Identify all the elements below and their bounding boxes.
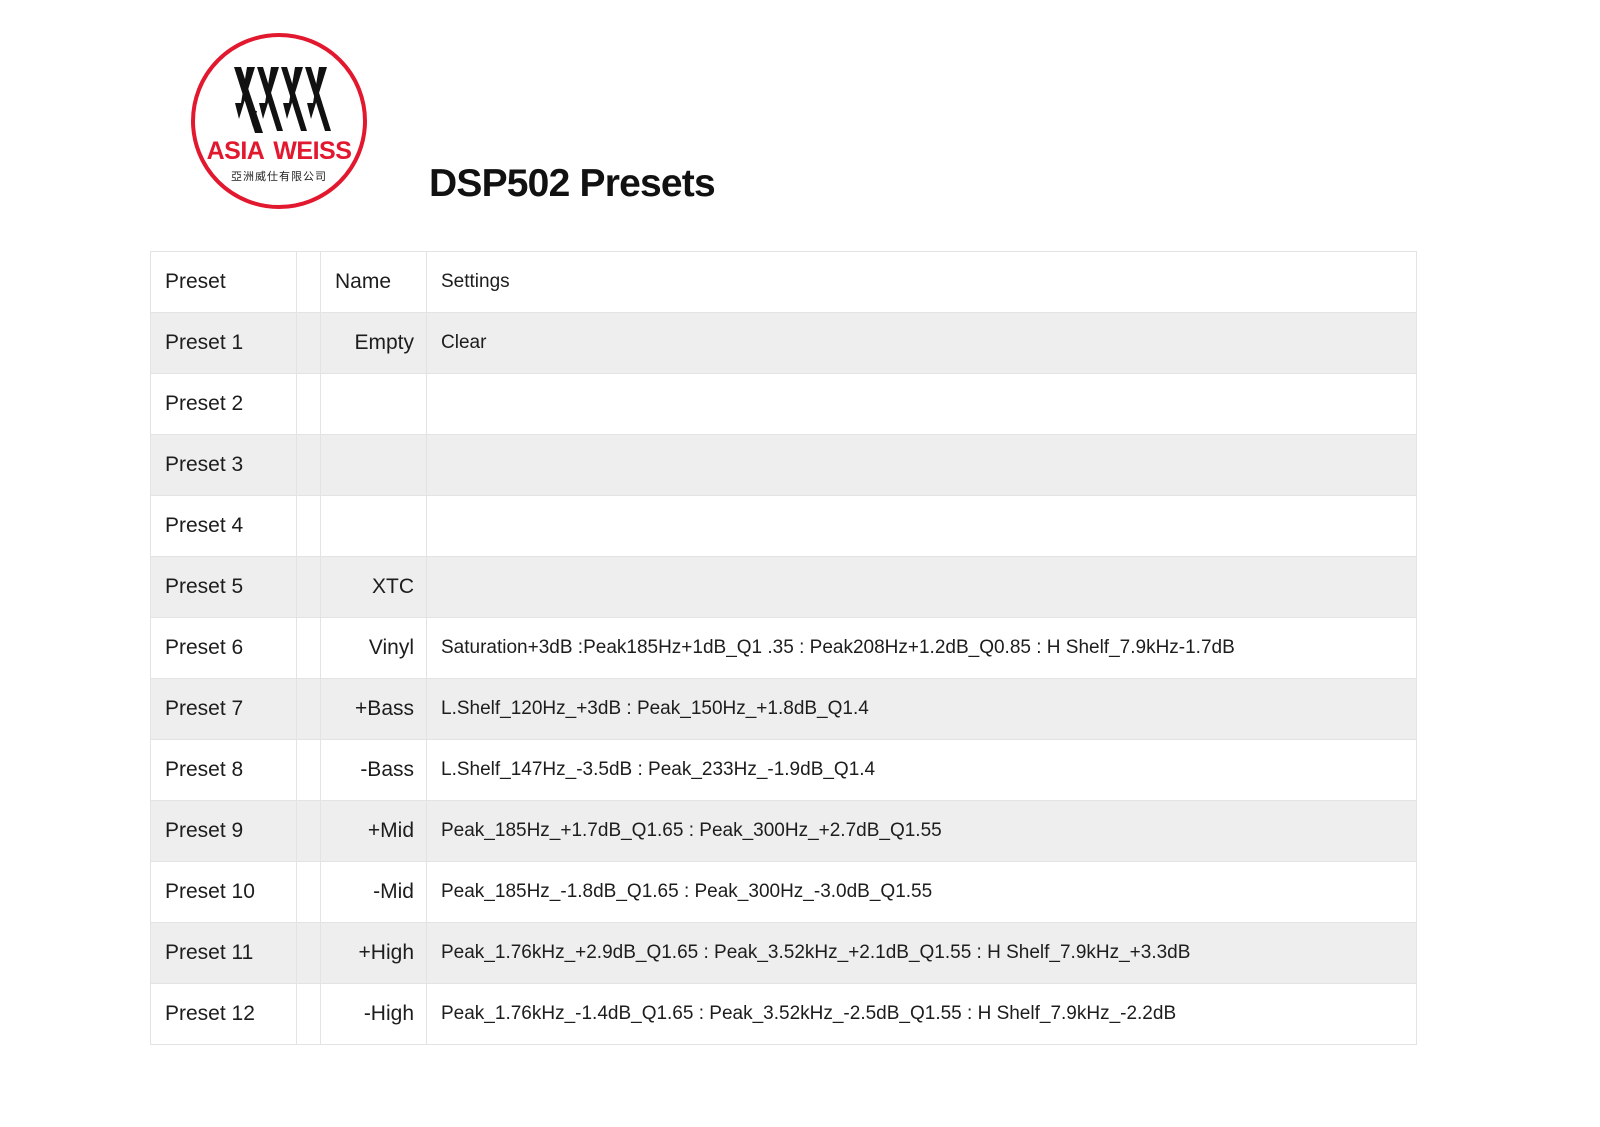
- cell-spacer: [296, 617, 321, 679]
- cell-settings: L.Shelf_120Hz_+3dB : Peak_150Hz_+1.8dB_Q…: [426, 678, 1417, 740]
- cell-settings: Peak_185Hz_+1.7dB_Q1.65 : Peak_300Hz_+2.…: [426, 800, 1417, 862]
- cell-name: -Bass: [320, 739, 427, 801]
- table-header-row: Preset Name Settings: [150, 251, 1417, 313]
- cell-preset: Preset 1: [150, 312, 297, 374]
- cell-name: [320, 373, 427, 435]
- cell-preset: Preset 6: [150, 617, 297, 679]
- table-row: Preset 10 -Mid Peak_185Hz_-1.8dB_Q1.65 : P…: [150, 861, 1417, 923]
- table-row: Preset 6 Vinyl Saturation+3dB :Peak185Hz+1…: [150, 617, 1417, 679]
- cell-settings: Clear: [426, 312, 1417, 374]
- column-header-name: Name: [320, 251, 427, 313]
- cell-spacer: [296, 373, 321, 435]
- cell-preset: Preset 8: [150, 739, 297, 801]
- cell-spacer: [296, 495, 321, 557]
- presets-table: Preset Name Settings Preset 1 Empty Clear P…: [150, 251, 1417, 1045]
- cell-preset: Preset 11: [150, 922, 297, 984]
- double-w-zigzag-mark-icon: [227, 67, 331, 133]
- cell-name: [320, 434, 427, 496]
- cell-spacer: [296, 678, 321, 740]
- cell-name: Vinyl: [320, 617, 427, 679]
- cell-preset: Preset 3: [150, 434, 297, 496]
- cell-name: [320, 495, 427, 557]
- table-row: Preset 8 -Bass L.Shelf_147Hz_-3.5dB : Peak…: [150, 739, 1417, 801]
- cell-name: +Bass: [320, 678, 427, 740]
- cell-settings: [426, 495, 1417, 557]
- presets-table-body: Preset 1 Empty Clear Preset 2 Preset 3 Preset…: [150, 312, 1417, 1045]
- table-row: Preset 5 XTC: [150, 556, 1417, 618]
- cell-preset: Preset 12: [150, 983, 297, 1045]
- cell-preset: Preset 9: [150, 800, 297, 862]
- table-row: Preset 1 Empty Clear: [150, 312, 1417, 374]
- cell-spacer: [296, 861, 321, 923]
- presets-table-container: Preset Name Settings Preset 1 Empty Clear P…: [150, 251, 1417, 1045]
- cell-spacer: [296, 312, 321, 374]
- cell-name: XTC: [320, 556, 427, 618]
- cell-settings: Saturation+3dB :Peak185Hz+1dB_Q1 .35 : P…: [426, 617, 1417, 679]
- cell-name: +Mid: [320, 800, 427, 862]
- table-row: Preset 9 +Mid Peak_185Hz_+1.7dB_Q1.65 : Pe…: [150, 800, 1417, 862]
- cell-preset: Preset 5: [150, 556, 297, 618]
- column-header-settings: Settings: [426, 251, 1417, 313]
- cell-settings: Peak_1.76kHz_+2.9dB_Q1.65 : Peak_3.52kHz…: [426, 922, 1417, 984]
- logo-word-asia: ASIA: [206, 137, 265, 165]
- cell-spacer: [296, 739, 321, 801]
- cell-settings: Peak_1.76kHz_-1.4dB_Q1.65 : Peak_3.52kHz…: [426, 983, 1417, 1045]
- table-row: Preset 12 -High Peak_1.76kHz_-1.4dB_Q1.65 …: [150, 983, 1417, 1045]
- asia-weiss-logo: ASIA WEISS 亞洲威仕有限公司: [191, 33, 367, 209]
- logo-wordmark: ASIA WEISS: [195, 137, 363, 166]
- column-header-preset: Preset: [150, 251, 297, 313]
- cell-preset: Preset 4: [150, 495, 297, 557]
- cell-settings: L.Shelf_147Hz_-3.5dB : Peak_233Hz_-1.9dB…: [426, 739, 1417, 801]
- table-row: Preset 11 +High Peak_1.76kHz_+2.9dB_Q1.65 …: [150, 922, 1417, 984]
- cell-spacer: [296, 434, 321, 496]
- column-header-spacer: [296, 251, 321, 313]
- cell-spacer: [296, 922, 321, 984]
- table-row: Preset 3: [150, 434, 1417, 496]
- cell-spacer: [296, 983, 321, 1045]
- logo-word-weiss: WEISS: [273, 137, 352, 165]
- cell-spacer: [296, 556, 321, 618]
- page-title: DSP502 Presets: [429, 162, 716, 205]
- cell-preset: Preset 2: [150, 373, 297, 435]
- cell-name: -High: [320, 983, 427, 1045]
- table-row: Preset 7 +Bass L.Shelf_120Hz_+3dB : Peak_1…: [150, 678, 1417, 740]
- table-row: Preset 2: [150, 373, 1417, 435]
- cell-settings: [426, 434, 1417, 496]
- cell-preset: Preset 7: [150, 678, 297, 740]
- cell-settings: Peak_185Hz_-1.8dB_Q1.65 : Peak_300Hz_-3.…: [426, 861, 1417, 923]
- cell-settings: [426, 373, 1417, 435]
- cell-spacer: [296, 800, 321, 862]
- table-row: Preset 4: [150, 495, 1417, 557]
- logo-subtitle-cjk: 亞洲威仕有限公司: [231, 170, 327, 183]
- cell-name: -Mid: [320, 861, 427, 923]
- page-header: ASIA WEISS 亞洲威仕有限公司 DSP502 Presets: [0, 0, 1600, 246]
- cell-settings: [426, 556, 1417, 618]
- cell-name: Empty: [320, 312, 427, 374]
- cell-preset: Preset 10: [150, 861, 297, 923]
- cell-name: +High: [320, 922, 427, 984]
